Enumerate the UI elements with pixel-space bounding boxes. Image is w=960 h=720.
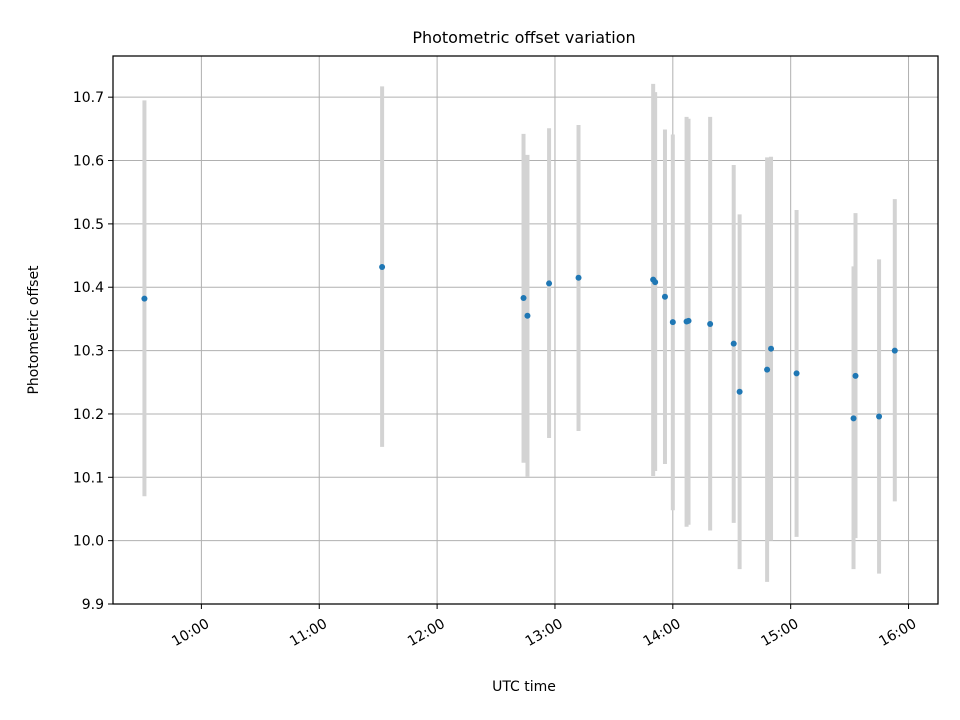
data-point (793, 370, 800, 377)
data-point (524, 312, 531, 319)
data-point (379, 263, 386, 270)
data-point (707, 320, 714, 327)
y-tick-label: 9.9 (82, 597, 104, 613)
y-axis-label: Photometric offset (26, 265, 42, 395)
data-point (141, 295, 148, 302)
data-point (768, 345, 775, 352)
data-point (730, 340, 737, 347)
data-point (876, 413, 883, 420)
data-point (891, 347, 898, 354)
y-tick-label: 10.6 (73, 154, 104, 170)
data-point (661, 293, 668, 300)
data-point (520, 295, 527, 302)
y-tick-label: 10.3 (73, 344, 104, 360)
y-tick-label: 10.4 (73, 280, 104, 296)
y-tick-label: 10.0 (73, 534, 104, 550)
data-point (669, 319, 676, 326)
data-point (652, 279, 659, 286)
y-tick-label: 10.1 (73, 470, 104, 486)
y-tick-label: 10.7 (73, 90, 104, 106)
data-point (764, 366, 771, 373)
chart-title: Photometric offset variation (412, 28, 635, 47)
data-point (546, 280, 553, 287)
data-point (685, 317, 692, 324)
data-point-layer (141, 263, 898, 422)
data-point (852, 372, 859, 379)
y-axis-ticks: 9.9 10.0 10.1 10.2 10.3 10.4 10.5 10.6 10.7 (73, 90, 113, 613)
data-point (850, 415, 857, 422)
y-tick-label: 10.5 (73, 217, 104, 233)
x-axis-label: UTC time (492, 679, 556, 695)
y-tick-label: 10.2 (73, 407, 104, 423)
data-point (736, 388, 743, 395)
plot-area-frame (112, 55, 939, 605)
data-point (575, 274, 582, 281)
